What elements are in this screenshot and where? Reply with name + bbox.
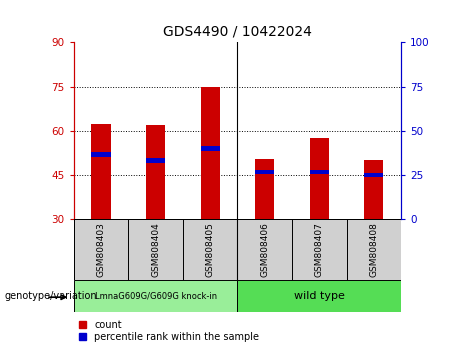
Bar	[347, 219, 401, 280]
Text: LmnaG609G/G609G knock-in: LmnaG609G/G609G knock-in	[95, 291, 217, 300]
Text: GSM808403: GSM808403	[96, 222, 106, 278]
Bar	[201, 87, 220, 219]
Bar	[310, 138, 329, 219]
Text: GSM808405: GSM808405	[206, 222, 215, 278]
Text: GSM808407: GSM808407	[315, 222, 324, 278]
Bar	[364, 173, 384, 177]
Bar	[146, 125, 165, 219]
Bar	[310, 170, 329, 175]
Bar	[255, 170, 274, 175]
Bar	[74, 280, 237, 312]
Legend: count, percentile rank within the sample: count, percentile rank within the sample	[79, 320, 259, 342]
Bar	[91, 124, 111, 219]
Bar	[128, 219, 183, 280]
Text: GSM808408: GSM808408	[369, 222, 378, 278]
Text: GSM808404: GSM808404	[151, 222, 160, 277]
Bar	[201, 147, 220, 151]
Text: wild type: wild type	[294, 291, 345, 301]
Title: GDS4490 / 10422024: GDS4490 / 10422024	[163, 24, 312, 39]
Bar	[364, 160, 384, 219]
Text: GSM808406: GSM808406	[260, 222, 269, 278]
Bar	[146, 158, 165, 163]
Text: genotype/variation: genotype/variation	[5, 291, 97, 301]
Bar	[237, 219, 292, 280]
Bar	[183, 219, 237, 280]
Bar	[91, 152, 111, 157]
Bar	[237, 280, 401, 312]
Bar	[74, 219, 128, 280]
Bar	[292, 219, 347, 280]
Bar	[255, 159, 274, 219]
